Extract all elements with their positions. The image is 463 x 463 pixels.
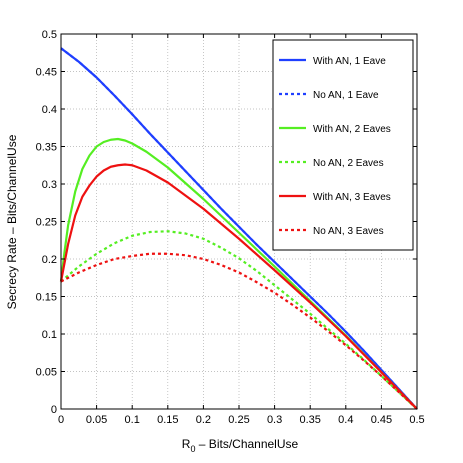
x-tick-labels: 0 0.05 0.1 0.15 0.2 0.25 0.3 0.35 0.4 0.45 0.5	[58, 414, 425, 426]
legend-label: With AN, 1 Eave	[313, 56, 386, 67]
x-tick-label: 0.15	[157, 414, 178, 426]
y-tick-label: 0.3	[42, 179, 57, 191]
y-tick-label: 0.15	[36, 292, 57, 304]
x-axis-label-rest: – Bits/ChannelUse	[195, 437, 298, 451]
x-axis-label: R0 – Bits/ChannelUse	[182, 437, 299, 454]
x-axis-label-subscript: 0	[190, 444, 195, 454]
legend-label: No AN, 2 Eaves	[313, 158, 384, 169]
x-tick-label: 0.45	[371, 414, 392, 426]
x-axis-label-main: R	[182, 437, 191, 451]
x-tick-label: 0	[58, 414, 64, 426]
grid-lines	[61, 34, 417, 409]
y-tick-label: 0.25	[36, 217, 57, 229]
y-tick-labels: 0 0.05 0.1 0.15 0.2 0.25 0.3 0.35 0.4 0.45 0.5	[36, 29, 57, 416]
legend-label: No AN, 1 Eave	[313, 90, 379, 101]
legend-box	[272, 39, 414, 251]
x-tick-label: 0.5	[409, 414, 424, 426]
x-tick-label: 0.4	[338, 414, 353, 426]
series-line-2	[59, 137, 418, 410]
legend: With AN, 1 Eave No AN, 1 Eave With AN, 2 E…	[272, 39, 414, 251]
series-line-5	[60, 252, 418, 410]
y-axis-label: Secrecy Rate – Bits/ChannelUse	[5, 134, 19, 309]
legend-label: With AN, 3 Eaves	[313, 192, 391, 203]
axis-ticks	[60, 33, 418, 410]
legend-label: With AN, 2 Eaves	[313, 124, 391, 135]
series-line-4	[59, 163, 418, 410]
x-tick-label: 0.1	[125, 414, 140, 426]
y-tick-label: 0.4	[42, 104, 57, 116]
y-tick-label: 0.1	[42, 329, 57, 341]
y-tick-label: 0.35	[36, 142, 57, 154]
x-tick-label: 0.25	[228, 414, 249, 426]
legend-label: No AN, 3 Eaves	[313, 226, 384, 237]
x-tick-label: 0.35	[299, 414, 320, 426]
y-tick-label: 0.5	[42, 29, 57, 41]
x-tick-label: 0.05	[86, 414, 107, 426]
y-tick-label: 0.45	[36, 67, 57, 79]
y-tick-label: 0	[51, 404, 57, 416]
series-line-1	[60, 47, 418, 410]
y-tick-label: 0.05	[36, 367, 57, 379]
x-tick-label: 0.3	[267, 414, 282, 426]
y-tick-label: 0.2	[42, 254, 57, 266]
series-lines	[59, 47, 418, 410]
x-tick-label: 0.2	[196, 414, 211, 426]
